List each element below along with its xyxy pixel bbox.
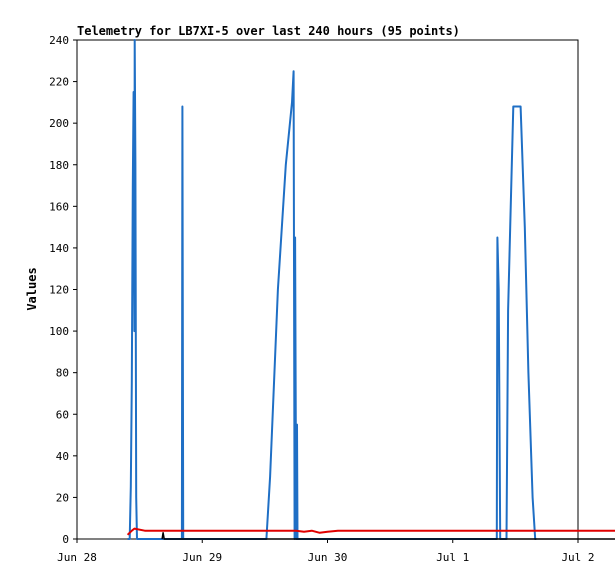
y-tick-label: 240 [49,34,69,47]
y-tick-label: 80 [56,367,69,380]
y-tick-label: 200 [49,117,69,130]
series-line-1 [127,39,537,540]
x-axis: Jun 28 Jun 29 Jun 30 Jul 1 Jul 2 [57,539,595,564]
x-tick-label: Jul 1 [436,551,469,564]
y-tick-label: 220 [49,76,69,89]
y-axis: 0 20 40 60 80 100 120 140 160 180 200 220 240 [49,34,77,546]
x-tick-label: Jun 28 [57,551,97,564]
y-tick-label: 180 [49,159,69,172]
y-tick-label: 20 [56,491,69,504]
y-axis-label: Values [25,267,39,310]
x-tick-label: Jun 29 [182,551,222,564]
y-tick-label: 0 [62,533,69,546]
series-line-3 [161,532,615,540]
chart-title: Telemetry for LB7XI-5 over last 240 hour… [77,24,460,38]
y-tick-label: 40 [56,450,69,463]
y-tick-label: 160 [49,200,69,213]
series-layer [126,39,615,540]
x-tick-label: Jun 30 [308,551,348,564]
series-line-2 [126,527,615,536]
x-tick-label: Jul 2 [561,551,594,564]
y-tick-label: 100 [49,325,69,338]
y-tick-label: 120 [49,284,69,297]
y-tick-label: 60 [56,408,69,421]
plot-frame [76,39,579,540]
y-tick-label: 140 [49,242,69,255]
